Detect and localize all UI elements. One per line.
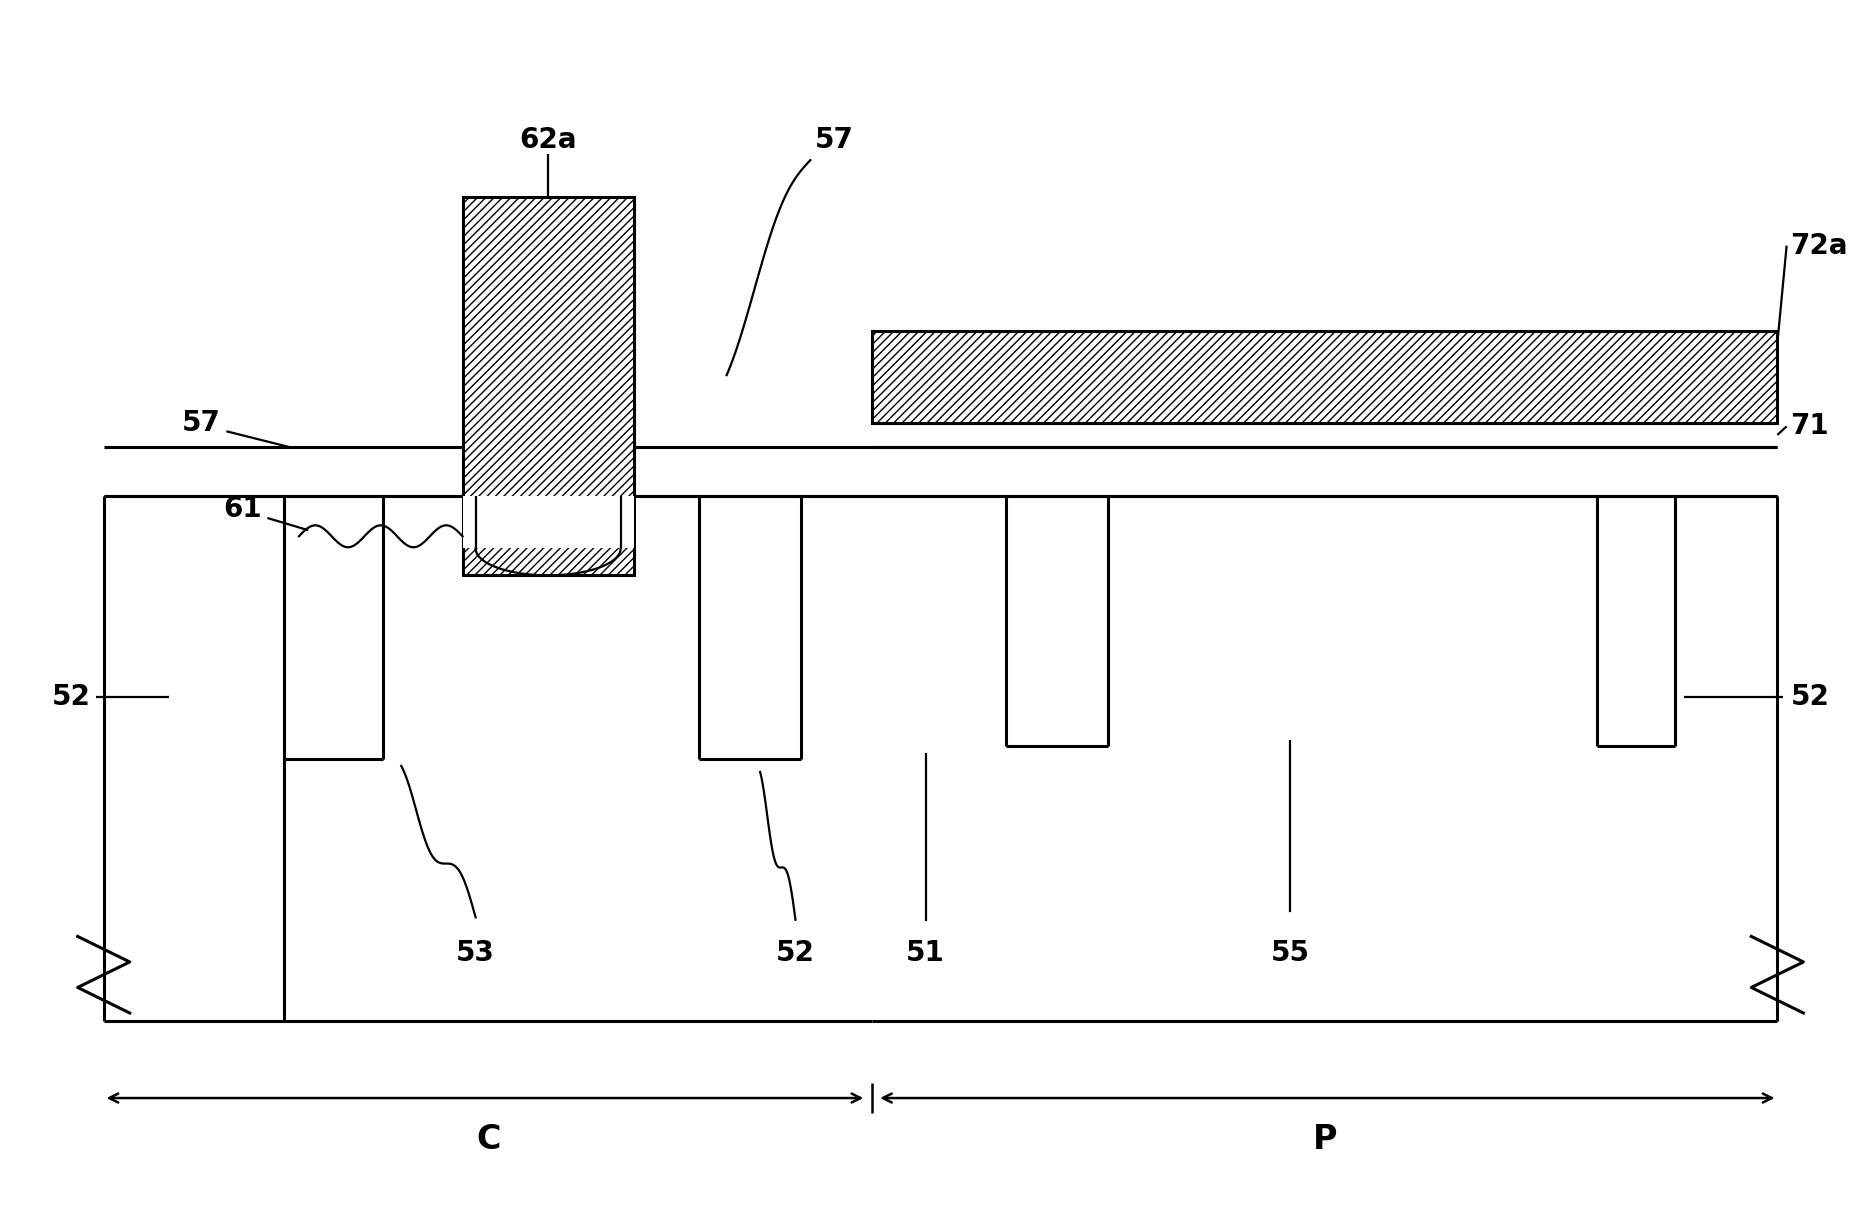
Text: C: C [475,1124,501,1155]
Bar [104,496,1776,1021]
Text: 52: 52 [1789,683,1829,711]
Text: 62a: 62a [518,126,576,154]
Text: 71: 71 [1789,412,1829,441]
Text: 51: 51 [906,939,945,967]
Text: 52: 52 [52,683,91,711]
Text: 57: 57 [815,126,854,154]
Text: 61: 61 [224,496,261,524]
Text: P: P [1312,1124,1336,1155]
Text: 52: 52 [775,939,815,967]
Bar [870,422,1776,447]
Text: 57: 57 [183,409,220,437]
Text: 55: 55 [1269,939,1309,967]
Polygon shape [462,197,634,575]
Bar [462,496,634,548]
Bar [475,496,621,521]
Text: 53: 53 [457,939,494,967]
Bar [104,447,1776,496]
Bar [870,332,1776,422]
Text: 72a: 72a [1789,231,1847,259]
